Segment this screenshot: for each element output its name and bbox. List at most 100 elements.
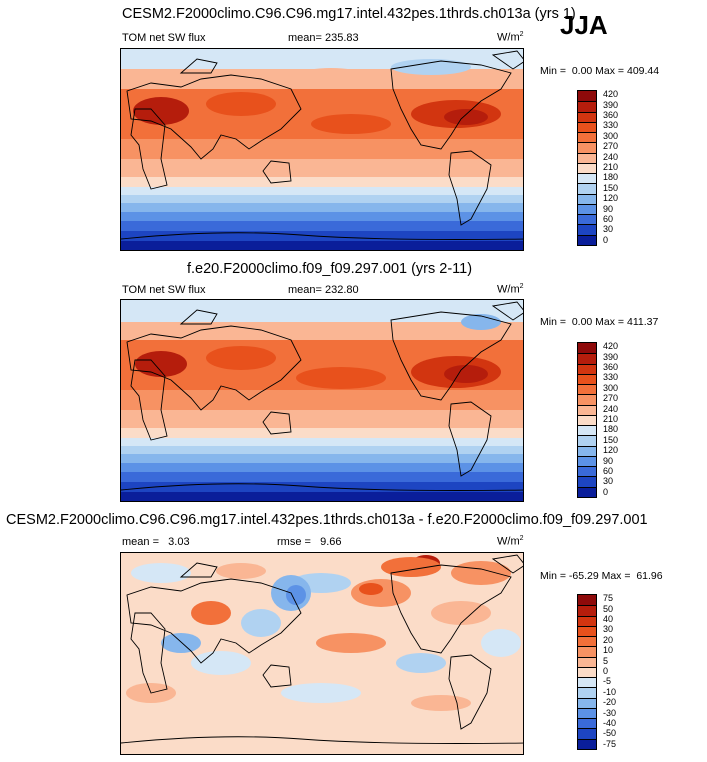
colorbar-tick-label: 240	[603, 403, 619, 414]
panel-2-map-svg	[121, 300, 523, 501]
colorbar-tick-label: 360	[603, 110, 619, 120]
panel-1-mean-label: mean= 235.83	[288, 32, 359, 44]
colorbar-tick-label: 90	[603, 203, 614, 214]
colorbar-swatch	[578, 625, 596, 637]
colorbar-tick-label: 120	[603, 193, 619, 204]
colorbar-tick-label: 150	[603, 182, 619, 193]
colorbar-tick-label: -5	[603, 676, 612, 687]
panel-3-map-svg	[121, 553, 523, 754]
colorbar-swatch	[578, 476, 596, 487]
panel-1-map	[120, 48, 524, 251]
colorbar-swatch	[578, 486, 596, 497]
colorbar-swatch	[578, 203, 596, 215]
colorbar-swatch	[578, 152, 596, 163]
colorbar-swatch	[578, 214, 596, 225]
panel-1-colorbar	[577, 90, 597, 246]
colorbar-swatch	[578, 636, 596, 647]
colorbar-tick-label: 240	[603, 151, 619, 162]
colorbar-swatch	[578, 646, 596, 657]
colorbar-swatch	[578, 445, 596, 456]
colorbar-tick-label: -10	[603, 686, 617, 697]
colorbar-tick-label: -40	[603, 718, 617, 728]
panel-3-min-max: Min = -65.29 Max = 61.96	[540, 570, 663, 582]
colorbar-tick-label: 330	[603, 120, 619, 131]
colorbar-swatch	[578, 728, 596, 739]
colorbar-tick-label: 330	[603, 372, 619, 383]
colorbar-tick-label: 360	[603, 362, 619, 372]
colorbar-tick-label: 210	[603, 414, 619, 424]
colorbar-tick-label: 0	[603, 666, 609, 676]
colorbar-tick-label: -20	[603, 697, 617, 708]
colorbar-tick-label: -50	[603, 728, 617, 739]
colorbar-tick-label: 90	[603, 455, 614, 466]
colorbar-swatch	[578, 697, 596, 708]
colorbar-tick-label: 20	[603, 634, 614, 645]
colorbar-tick-label: 180	[603, 172, 619, 183]
panel-2-units: W/m2	[497, 283, 524, 296]
panel-1-title: CESM2.F2000climo.C96.C96.mg17.intel.432p…	[122, 6, 576, 22]
colorbar-tick-label: 30	[603, 476, 614, 487]
colorbar-tick-label: 420	[603, 341, 619, 352]
colorbar-swatch	[578, 404, 596, 415]
colorbar-swatch	[578, 435, 596, 446]
colorbar-swatch	[578, 363, 596, 374]
colorbar-swatch	[578, 343, 596, 354]
colorbar-swatch	[578, 91, 596, 102]
colorbar-swatch	[578, 142, 596, 153]
panel-3-map	[120, 552, 524, 755]
colorbar-swatch	[578, 656, 596, 667]
colorbar-swatch	[578, 132, 596, 143]
colorbar-swatch	[578, 111, 596, 122]
colorbar-tick-label: 420	[603, 89, 619, 100]
colorbar-tick-label: 5	[603, 655, 609, 666]
colorbar-tick-label: 50	[603, 603, 614, 614]
colorbar-swatch	[578, 605, 596, 616]
panel-2-min-max: Min = 0.00 Max = 411.37	[540, 316, 659, 328]
colorbar-swatch	[578, 193, 596, 204]
colorbar-swatch	[578, 121, 596, 133]
colorbar-swatch	[578, 666, 596, 678]
colorbar-tick-label: 270	[603, 141, 619, 152]
colorbar-swatch	[578, 183, 596, 194]
panel-3-rmse-label: rmse = 9.66	[277, 536, 342, 548]
colorbar-swatch	[578, 384, 596, 395]
panel-2-colorbar	[577, 342, 597, 498]
panel-3-title: CESM2.F2000climo.C96.C96.mg17.intel.432p…	[6, 512, 648, 528]
colorbar-swatch	[578, 162, 596, 174]
panel-3-colorbar	[577, 594, 597, 750]
panel-2-variable-label: TOM net SW flux	[122, 284, 206, 296]
colorbar-tick-label: 150	[603, 434, 619, 445]
panel-1-map-svg	[121, 49, 523, 250]
colorbar-swatch	[578, 224, 596, 235]
colorbar-swatch	[578, 718, 596, 729]
colorbar-tick-label: 210	[603, 162, 619, 172]
colorbar-tick-label: 300	[603, 382, 619, 393]
season-label: JJA	[560, 10, 608, 40]
colorbar-swatch	[578, 615, 596, 626]
panel-3-units: W/m2	[497, 535, 524, 548]
colorbar-tick-label: 60	[603, 466, 614, 476]
colorbar-tick-label: 120	[603, 445, 619, 456]
colorbar-tick-label: 40	[603, 614, 614, 624]
panel-1-min-max: Min = 0.00 Max = 409.44	[540, 65, 660, 77]
colorbar-tick-label: -30	[603, 707, 617, 718]
colorbar-swatch	[578, 353, 596, 364]
colorbar-swatch	[578, 687, 596, 698]
panel-1-units: W/m2	[497, 31, 524, 44]
panel-2-title: f.e20.F2000climo.f09_f09.297.001 (yrs 2-…	[187, 261, 473, 277]
colorbar-swatch	[578, 373, 596, 385]
colorbar-tick-label: 0	[603, 486, 609, 497]
colorbar-swatch	[578, 101, 596, 112]
panel-1-variable-label: TOM net SW flux	[122, 32, 206, 44]
panel-2-map	[120, 299, 524, 502]
colorbar-swatch	[578, 455, 596, 467]
colorbar-tick-label: 10	[603, 645, 614, 656]
colorbar-tick-label: 0	[603, 234, 609, 245]
panel-2-mean-label: mean= 232.80	[288, 284, 359, 296]
colorbar-tick-label: 270	[603, 393, 619, 404]
colorbar-swatch	[578, 466, 596, 477]
colorbar-tick-label: 390	[603, 351, 619, 362]
colorbar-swatch	[578, 707, 596, 719]
colorbar-swatch	[578, 234, 596, 245]
colorbar-tick-label: 60	[603, 214, 614, 224]
